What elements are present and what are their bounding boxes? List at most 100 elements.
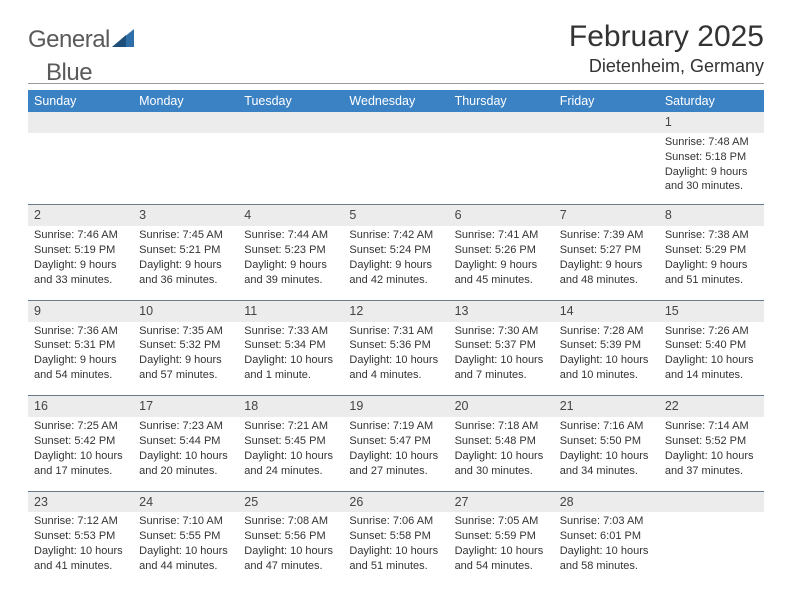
day-number-cell xyxy=(449,112,554,133)
daylight-text: Daylight: 10 hours and 44 minutes. xyxy=(139,544,232,574)
day-number: 11 xyxy=(238,301,343,322)
day-number-cell: 17 xyxy=(133,396,238,417)
week-body-row: Sunrise: 7:12 AMSunset: 5:53 PMDaylight:… xyxy=(28,512,764,586)
daylight-text: Daylight: 9 hours and 45 minutes. xyxy=(455,258,548,288)
day-number-cell xyxy=(554,112,659,133)
day-number-cell: 26 xyxy=(343,492,448,513)
day-cell xyxy=(449,133,554,205)
sunrise-text: Sunrise: 7:05 AM xyxy=(455,514,548,529)
sunset-text: Sunset: 5:24 PM xyxy=(349,243,442,258)
week-number-row: 9101112131415 xyxy=(28,301,764,322)
daylight-text: Daylight: 10 hours and 58 minutes. xyxy=(560,544,653,574)
day-number: 21 xyxy=(554,396,659,417)
sunrise-text: Sunrise: 7:23 AM xyxy=(139,419,232,434)
daylight-text: Daylight: 9 hours and 33 minutes. xyxy=(34,258,127,288)
logo-triangle-icon xyxy=(112,29,134,52)
day-number xyxy=(659,492,764,496)
day-cell xyxy=(343,133,448,205)
day-number: 16 xyxy=(28,396,133,417)
location: Dietenheim, Germany xyxy=(569,56,764,77)
sunset-text: Sunset: 6:01 PM xyxy=(560,529,653,544)
sunset-text: Sunset: 5:32 PM xyxy=(139,338,232,353)
day-number-cell: 6 xyxy=(449,205,554,226)
sunrise-text: Sunrise: 7:25 AM xyxy=(34,419,127,434)
daylight-text: Daylight: 10 hours and 51 minutes. xyxy=(349,544,442,574)
sunrise-text: Sunrise: 7:35 AM xyxy=(139,324,232,339)
day-number-cell: 22 xyxy=(659,396,764,417)
sunrise-text: Sunrise: 7:33 AM xyxy=(244,324,337,339)
day-number-cell: 15 xyxy=(659,301,764,322)
day-number: 10 xyxy=(133,301,238,322)
day-number-cell: 10 xyxy=(133,301,238,322)
sunrise-text: Sunrise: 7:36 AM xyxy=(34,324,127,339)
sunset-text: Sunset: 5:48 PM xyxy=(455,434,548,449)
day-cell: Sunrise: 7:26 AMSunset: 5:40 PMDaylight:… xyxy=(659,322,764,396)
day-number: 13 xyxy=(449,301,554,322)
sunset-text: Sunset: 5:29 PM xyxy=(665,243,758,258)
col-wednesday: Wednesday xyxy=(343,90,448,112)
day-number-cell: 3 xyxy=(133,205,238,226)
sunset-text: Sunset: 5:31 PM xyxy=(34,338,127,353)
sunrise-text: Sunrise: 7:28 AM xyxy=(560,324,653,339)
daylight-text: Daylight: 10 hours and 4 minutes. xyxy=(349,353,442,383)
day-cell: Sunrise: 7:19 AMSunset: 5:47 PMDaylight:… xyxy=(343,417,448,491)
header-divider xyxy=(28,83,764,84)
day-number-cell: 18 xyxy=(238,396,343,417)
day-number xyxy=(238,112,343,116)
day-number xyxy=(554,112,659,116)
day-number-cell xyxy=(238,112,343,133)
daylight-text: Daylight: 10 hours and 30 minutes. xyxy=(455,449,548,479)
day-cell: Sunrise: 7:41 AMSunset: 5:26 PMDaylight:… xyxy=(449,226,554,300)
day-cell: Sunrise: 7:33 AMSunset: 5:34 PMDaylight:… xyxy=(238,322,343,396)
calendar-body: 1Sunrise: 7:48 AMSunset: 5:18 PMDaylight… xyxy=(28,112,764,586)
daylight-text: Daylight: 10 hours and 34 minutes. xyxy=(560,449,653,479)
day-cell: Sunrise: 7:46 AMSunset: 5:19 PMDaylight:… xyxy=(28,226,133,300)
day-cell: Sunrise: 7:39 AMSunset: 5:27 PMDaylight:… xyxy=(554,226,659,300)
day-cell: Sunrise: 7:06 AMSunset: 5:58 PMDaylight:… xyxy=(343,512,448,586)
day-number-cell: 14 xyxy=(554,301,659,322)
day-cell: Sunrise: 7:36 AMSunset: 5:31 PMDaylight:… xyxy=(28,322,133,396)
day-number: 2 xyxy=(28,205,133,226)
sunset-text: Sunset: 5:39 PM xyxy=(560,338,653,353)
day-number: 20 xyxy=(449,396,554,417)
day-cell: Sunrise: 7:10 AMSunset: 5:55 PMDaylight:… xyxy=(133,512,238,586)
col-saturday: Saturday xyxy=(659,90,764,112)
day-number-cell: 21 xyxy=(554,396,659,417)
day-number-cell xyxy=(133,112,238,133)
sunset-text: Sunset: 5:47 PM xyxy=(349,434,442,449)
day-number-cell: 1 xyxy=(659,112,764,133)
day-cell: Sunrise: 7:18 AMSunset: 5:48 PMDaylight:… xyxy=(449,417,554,491)
sunrise-text: Sunrise: 7:03 AM xyxy=(560,514,653,529)
day-number-cell: 7 xyxy=(554,205,659,226)
sunset-text: Sunset: 5:34 PM xyxy=(244,338,337,353)
sunset-text: Sunset: 5:56 PM xyxy=(244,529,337,544)
sunrise-text: Sunrise: 7:31 AM xyxy=(349,324,442,339)
day-number: 7 xyxy=(554,205,659,226)
week-number-row: 1 xyxy=(28,112,764,133)
day-cell: Sunrise: 7:42 AMSunset: 5:24 PMDaylight:… xyxy=(343,226,448,300)
sunset-text: Sunset: 5:37 PM xyxy=(455,338,548,353)
day-cell: Sunrise: 7:44 AMSunset: 5:23 PMDaylight:… xyxy=(238,226,343,300)
sunset-text: Sunset: 5:23 PM xyxy=(244,243,337,258)
month-title: February 2025 xyxy=(569,20,764,54)
daylight-text: Daylight: 9 hours and 36 minutes. xyxy=(139,258,232,288)
day-number-cell: 23 xyxy=(28,492,133,513)
day-cell: Sunrise: 7:28 AMSunset: 5:39 PMDaylight:… xyxy=(554,322,659,396)
day-number-cell xyxy=(343,112,448,133)
day-cell: Sunrise: 7:05 AMSunset: 5:59 PMDaylight:… xyxy=(449,512,554,586)
day-number-cell: 25 xyxy=(238,492,343,513)
day-cell xyxy=(28,133,133,205)
day-cell: Sunrise: 7:31 AMSunset: 5:36 PMDaylight:… xyxy=(343,322,448,396)
col-thursday: Thursday xyxy=(449,90,554,112)
daylight-text: Daylight: 10 hours and 14 minutes. xyxy=(665,353,758,383)
day-cell: Sunrise: 7:12 AMSunset: 5:53 PMDaylight:… xyxy=(28,512,133,586)
sunrise-text: Sunrise: 7:16 AM xyxy=(560,419,653,434)
sunrise-text: Sunrise: 7:41 AM xyxy=(455,228,548,243)
sunset-text: Sunset: 5:44 PM xyxy=(139,434,232,449)
sunset-text: Sunset: 5:18 PM xyxy=(665,150,758,165)
day-number xyxy=(343,112,448,116)
daylight-text: Daylight: 10 hours and 10 minutes. xyxy=(560,353,653,383)
sunset-text: Sunset: 5:45 PM xyxy=(244,434,337,449)
day-cell xyxy=(238,133,343,205)
daylight-text: Daylight: 9 hours and 42 minutes. xyxy=(349,258,442,288)
